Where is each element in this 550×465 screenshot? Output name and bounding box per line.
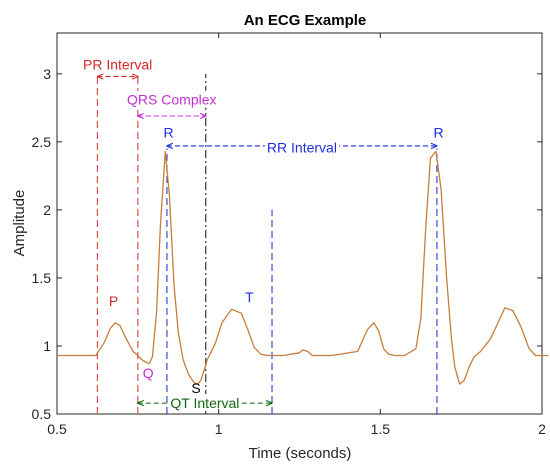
x-tick-label: 0.5 (47, 421, 67, 437)
wave-point-label: T (245, 289, 254, 305)
wave-point-label: Q (143, 365, 154, 381)
wave-point-label: P (109, 293, 118, 309)
x-tick-label: 1.5 (371, 421, 391, 437)
y-tick-label: 1.5 (32, 270, 52, 286)
wave-point-label: R (433, 124, 443, 140)
wave-point-label: S (191, 380, 200, 396)
reference-lines (96, 73, 438, 414)
interval-label-background (264, 138, 339, 156)
wave-point-label: R (163, 124, 173, 140)
y-axis-ticks: 0.5 1 1.5 2 2.5 3 (32, 66, 542, 422)
y-axis-label: Amplitude (11, 190, 28, 257)
ecg-signal-line (57, 150, 549, 385)
y-tick-label: 2.5 (32, 134, 52, 150)
x-axis-ticks: 0.5 1 1.5 2 (47, 33, 546, 437)
chart-title: An ECG Example (244, 12, 367, 29)
annotation-layer: PR Interval QRS Complex RR Interval QT Inte… (81, 55, 444, 412)
y-tick-label: 2 (43, 202, 51, 218)
interval-label: QT Interval (170, 395, 239, 411)
interval-label: QRS Complex (127, 92, 216, 108)
interval-label: PR Interval (83, 56, 152, 72)
x-axis-label: Time (seconds) (249, 445, 352, 462)
series-layer (57, 150, 549, 385)
interval-label: RR Interval (267, 139, 337, 155)
y-tick-label: 3 (43, 66, 51, 82)
interval-label-background (81, 55, 155, 73)
y-tick-label: 0.5 (32, 406, 52, 422)
x-tick-label: 2 (538, 421, 546, 437)
interval-label-background (168, 394, 242, 412)
y-tick-label: 1 (43, 338, 51, 354)
x-tick-label: 1 (215, 421, 223, 437)
interval-label-background (125, 90, 219, 108)
plot-frame (56, 32, 543, 415)
